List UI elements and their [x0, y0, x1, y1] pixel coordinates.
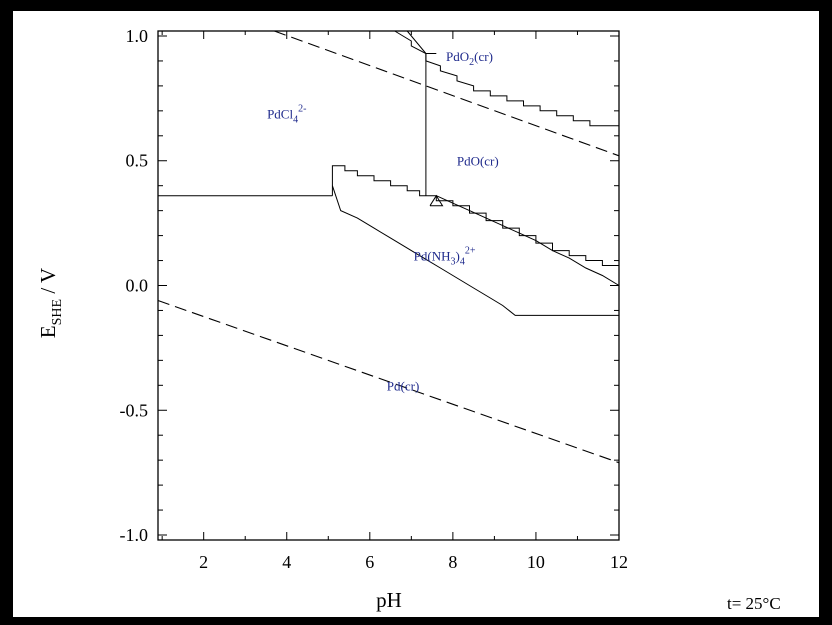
water-stability-line-1: [157, 299, 620, 464]
y-tick-label: -1.0: [120, 525, 149, 545]
y-tick-label: 1.0: [126, 26, 149, 46]
x-tick-label: 8: [448, 552, 457, 572]
x-tick-label: 10: [527, 552, 545, 572]
x-tick-label: 12: [610, 552, 628, 572]
series-layer: [157, 30, 620, 464]
y-axis-label-suffix: / V: [36, 268, 60, 299]
x-tick-label: 2: [199, 552, 208, 572]
boundary-line-7: [331, 185, 619, 316]
pourbaix-chart: 2 4 6 8 10 12 -1.0 -0.5 0.0 0.5 1.0 PdCl42- PdO2(c…: [36, 26, 781, 613]
y-tick-label: 0.0: [126, 276, 149, 296]
y-tick-label: -0.5: [120, 400, 149, 420]
region-label-pdnh3: Pd(NH3)42+: [414, 246, 476, 268]
chart-frame: 2 4 6 8 10 12 -1.0 -0.5 0.0 0.5 1.0 PdCl42- PdO2(c…: [13, 11, 819, 617]
temperature-annotation: t= 25°C: [727, 594, 781, 613]
plot-border: [157, 30, 620, 541]
region-label-pdcl4: PdCl42-: [267, 103, 306, 125]
x-axis-ticks: 2 4 6 8 10 12: [161, 31, 628, 572]
plot-area: [157, 30, 620, 541]
x-axis-label: pH: [376, 588, 402, 612]
x-tick-label: 4: [282, 552, 291, 572]
region-label-pdo2: PdO2(cr): [446, 49, 493, 68]
region-labels: PdCl42- PdO2(cr) PdO(cr) Pd(NH3)42+ Pd(cr): [267, 49, 499, 393]
y-axis-label-main: E: [36, 325, 60, 338]
boundary-line-9: [429, 194, 444, 207]
region-label-pd: Pd(cr): [387, 378, 420, 393]
region-label-pdo: PdO(cr): [457, 154, 499, 169]
y-axis-ticks: -1.0 -0.5 0.0 0.5 1.0: [120, 26, 619, 545]
x-tick-label: 6: [365, 552, 374, 572]
boundary-line-8: [436, 195, 620, 286]
y-axis-label: ESHE / V: [36, 268, 65, 338]
boundary-line-4: [394, 30, 619, 127]
y-tick-label: 0.5: [126, 151, 149, 171]
boundary-line-5: [406, 30, 437, 54]
water-stability-line-0: [274, 30, 620, 157]
boundary-line-6: [331, 165, 619, 266]
y-axis-label-subscript: SHE: [50, 299, 65, 325]
